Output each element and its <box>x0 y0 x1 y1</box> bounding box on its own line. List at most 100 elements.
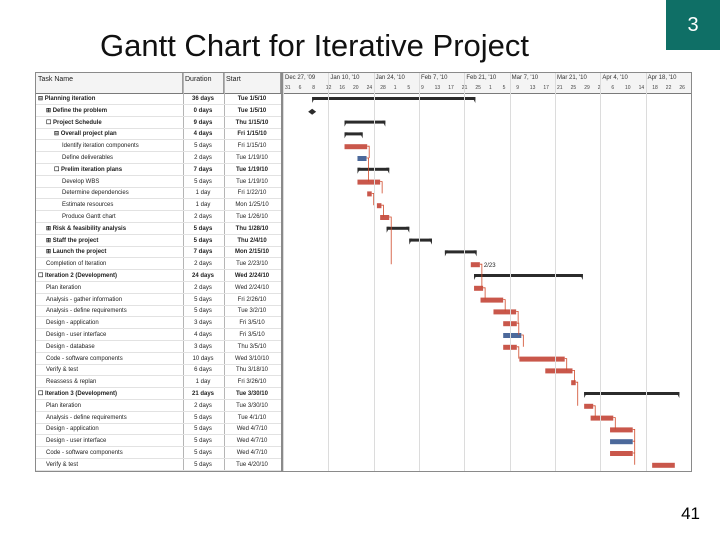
task-row[interactable]: Code - software components 10 days Wed 3/1… <box>36 354 281 365</box>
task-duration: 3 days <box>194 343 212 350</box>
task-row[interactable]: Analysis - define requirements 5 days Tue … <box>36 413 281 424</box>
task-row[interactable]: Identify iteration components 5 days Fri 1… <box>36 141 281 153</box>
task-duration: 36 days <box>191 96 215 102</box>
task-bar[interactable] <box>584 403 594 409</box>
task-duration: 6 days <box>194 367 212 374</box>
task-name-header[interactable]: Task Name <box>36 73 183 93</box>
task-row[interactable]: Develop WBS 5 days Tue 1/19/10 <box>36 177 281 188</box>
summary-bar[interactable] <box>344 132 363 136</box>
task-name: Design - user interface <box>46 332 107 338</box>
task-row[interactable]: Design - application 5 days Wed 4/7/10 <box>36 424 281 436</box>
task-row[interactable]: Design - user interface 5 days Wed 4/7/10 <box>36 436 281 448</box>
task-row[interactable]: ⊟ Planning iteration 36 days Tue 1/5/10 <box>36 94 281 105</box>
task-bar[interactable] <box>367 191 372 197</box>
summary-bar-cap <box>386 167 390 174</box>
task-row[interactable]: Define deliverables 2 days Tue 1/19/10 <box>36 153 281 164</box>
task-bar[interactable] <box>590 415 614 421</box>
week-gridline <box>600 73 602 471</box>
task-duration: 5 days <box>194 450 212 456</box>
timescale: Dec 27, '09 Jan 10, '10 Jan 24, '10 Feb 7, … <box>283 73 691 94</box>
summary-bar[interactable] <box>312 97 476 100</box>
task-row[interactable]: Verify & test 6 days Thu 3/18/10 <box>36 365 281 377</box>
task-bar[interactable] <box>357 156 367 161</box>
task-row[interactable]: ☐ Iteration 2 (Development) 24 days Wed 2/… <box>36 271 281 282</box>
task-duration: 1 day <box>195 379 211 386</box>
task-bar[interactable] <box>493 309 517 315</box>
task-name: ☐ Iteration 2 (Development) <box>38 273 118 279</box>
task-bar[interactable] <box>503 333 522 338</box>
task-bar[interactable] <box>545 368 573 374</box>
summary-bar[interactable] <box>474 274 583 277</box>
page-number: 41 <box>681 504 700 523</box>
summary-bar[interactable] <box>344 120 386 124</box>
task-start: Wed 2/24/10 <box>234 273 270 279</box>
task-row[interactable]: Plan iteration 2 days Wed 2/24/10 <box>36 283 281 294</box>
dependency-link <box>521 334 524 347</box>
task-start: Wed 2/24/10 <box>235 284 269 291</box>
start-header[interactable]: Start <box>224 73 281 93</box>
task-bar[interactable] <box>480 297 504 303</box>
task-bar[interactable] <box>376 203 382 209</box>
task-bar[interactable] <box>344 144 368 150</box>
task-row[interactable]: ⊞ Define the problem 0 days Tue 1/5/10 <box>36 106 281 117</box>
task-bar[interactable] <box>610 427 633 433</box>
task-row[interactable]: ⊟ Overall project plan 4 days Fri 1/15/10 <box>36 129 281 141</box>
task-duration: 1 day <box>195 190 211 197</box>
task-bar[interactable] <box>652 462 675 468</box>
week-gridline <box>283 73 284 471</box>
dependency-link <box>380 181 383 194</box>
task-bar[interactable] <box>357 179 381 185</box>
task-row[interactable]: ⊞ Risk & feasibility analysis 5 days Thu 1… <box>36 224 281 235</box>
chapter-badge: 3 <box>666 0 720 50</box>
task-row[interactable]: Plan iteration 2 days Tue 3/30/10 <box>36 401 281 412</box>
task-bar[interactable] <box>474 285 484 291</box>
task-row[interactable]: Analysis - gather information 5 days Fri 2… <box>36 295 281 306</box>
task-row[interactable]: Completion of Iteration 2 days Tue 2/23/10 <box>36 259 281 271</box>
milestone-marker[interactable] <box>308 108 317 115</box>
summary-bar-cap <box>312 97 316 103</box>
summary-bar[interactable] <box>409 238 432 242</box>
task-bar[interactable] <box>610 439 633 445</box>
summary-bar[interactable] <box>444 250 477 254</box>
task-bar[interactable] <box>519 356 565 362</box>
task-duration: 7 days <box>193 166 213 173</box>
task-row[interactable]: ☐ Project Schedule 9 days Thu 1/15/10 <box>36 118 281 129</box>
task-row[interactable]: ⊞ Staff the project 5 days Thu 2/4/10 <box>36 236 281 247</box>
task-row[interactable]: Analysis - define requirements 5 days Tue … <box>36 306 281 318</box>
task-bar[interactable] <box>610 451 633 456</box>
task-start: Thu 2/4/10 <box>237 237 267 244</box>
task-row[interactable]: Code - software components 5 days Wed 4/7/… <box>36 448 281 459</box>
timescale-week: Feb 21, '10 <box>466 75 497 81</box>
task-bar[interactable] <box>571 380 576 386</box>
task-row[interactable]: Verify & test 5 days Tue 4/20/10 <box>36 460 281 471</box>
summary-bar-cap <box>676 392 680 398</box>
task-row[interactable]: Design - user interface 4 days Fri 3/5/10 <box>36 330 281 341</box>
task-start: Tue 1/19/10 <box>236 166 268 173</box>
task-row[interactable]: ☐ Iteration 3 (Development) 21 days Tue 3/… <box>36 389 281 400</box>
task-start: Tue 3/2/10 <box>237 308 267 315</box>
task-row[interactable]: Produce Gantt chart 2 days Tue 1/26/10 <box>36 212 281 223</box>
task-row[interactable]: Determine dependencies 1 day Fri 1/22/10 <box>36 188 281 200</box>
task-row[interactable]: Reassess & replan 1 day Fri 3/26/10 <box>36 377 281 389</box>
summary-bar-cap <box>382 120 386 127</box>
week-gridline <box>645 73 647 471</box>
column-divider <box>183 73 184 471</box>
pane-splitter[interactable] <box>281 73 283 471</box>
task-name: Design - user interface <box>46 438 107 445</box>
task-bar[interactable] <box>470 262 480 268</box>
summary-bar[interactable] <box>386 226 410 230</box>
duration-header[interactable]: Duration <box>183 73 224 93</box>
task-row[interactable]: ⊞ Launch the project 7 days Mon 2/15/10 <box>36 247 281 259</box>
dependency-link <box>503 299 506 312</box>
summary-bar[interactable] <box>357 167 390 171</box>
summary-bar[interactable] <box>584 392 680 395</box>
task-duration: 4 days <box>194 332 212 338</box>
task-row[interactable]: ☐ Prelim iteration plans 7 days Tue 1/19/1… <box>36 165 281 176</box>
timescale-day: 17 <box>448 85 454 91</box>
task-duration: 5 days <box>194 414 212 421</box>
task-row[interactable]: Design - database 3 days Thu 3/5/10 <box>36 342 281 353</box>
dependency-link <box>366 157 369 182</box>
task-row[interactable]: Estimate resources 1 day Mon 1/25/10 <box>36 200 281 212</box>
task-row[interactable]: Design - application 3 days Fri 3/5/10 <box>36 318 281 330</box>
task-bar[interactable] <box>380 215 390 220</box>
